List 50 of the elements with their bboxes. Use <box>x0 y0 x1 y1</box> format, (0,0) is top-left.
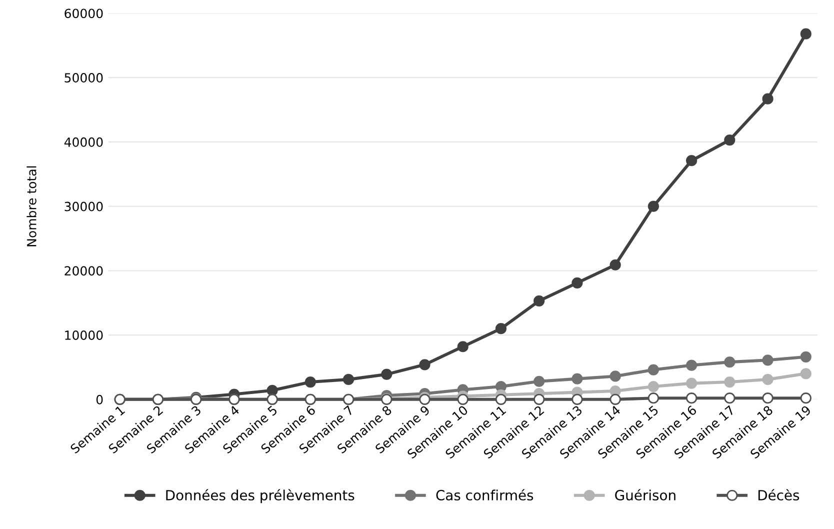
point <box>534 394 545 405</box>
point <box>534 376 545 387</box>
point <box>572 277 583 288</box>
point <box>457 341 468 352</box>
point <box>648 200 659 212</box>
point <box>724 134 736 146</box>
point <box>304 376 316 388</box>
point <box>762 354 774 366</box>
point <box>686 155 698 166</box>
y-tick-label: 10000 <box>65 330 103 340</box>
y-tick-label: 60000 <box>64 8 103 18</box>
legend-label: Cas confirmés <box>436 489 534 500</box>
point <box>495 323 507 334</box>
point <box>686 360 698 371</box>
point <box>762 93 774 104</box>
point <box>381 368 392 380</box>
y-tick-label: 20000 <box>64 266 103 276</box>
point <box>686 392 698 404</box>
point <box>457 394 468 405</box>
point <box>724 356 736 368</box>
point <box>648 380 659 392</box>
point <box>762 374 774 385</box>
point <box>648 392 659 404</box>
point <box>800 368 812 380</box>
point <box>342 374 354 385</box>
y-tick-label: 50000 <box>64 73 103 83</box>
point <box>762 392 774 404</box>
point <box>419 359 430 370</box>
y-tick-label: 40000 <box>64 137 103 147</box>
point <box>610 370 621 382</box>
point <box>800 351 812 362</box>
legend-label: Données des prélèvements <box>166 489 354 504</box>
y-tick-label: 0 <box>96 394 103 404</box>
point <box>572 373 583 384</box>
point <box>572 394 583 405</box>
point <box>610 394 621 405</box>
point <box>266 384 278 396</box>
point <box>610 259 621 270</box>
point <box>648 364 659 376</box>
legend-label: Décès <box>758 489 800 500</box>
legend-label: Guérison <box>615 489 676 500</box>
point <box>724 392 736 404</box>
point <box>686 378 698 389</box>
point <box>800 392 812 404</box>
y-tick-label: 30000 <box>64 202 103 212</box>
point <box>724 376 736 388</box>
y-axis-title: Nombre total <box>26 166 36 246</box>
point <box>800 28 812 40</box>
point <box>534 295 545 306</box>
point <box>495 394 507 405</box>
